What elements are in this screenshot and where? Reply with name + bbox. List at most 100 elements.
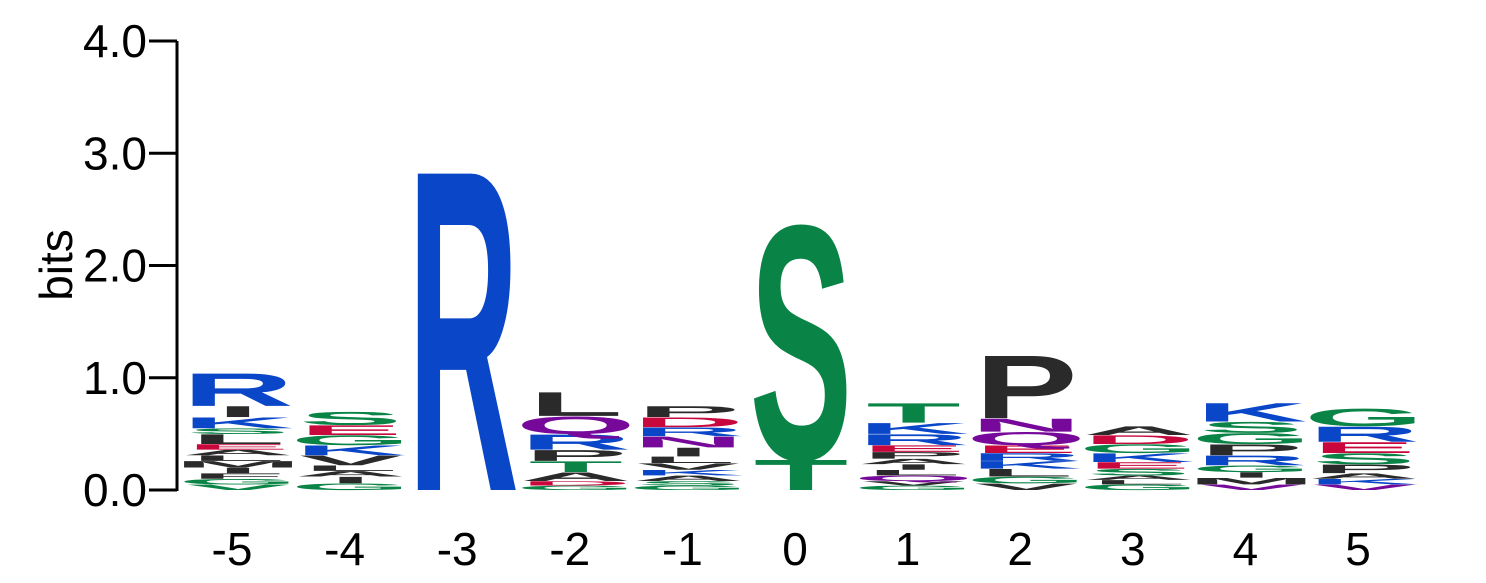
logo-letter: A	[633, 474, 744, 483]
x-tick-label: 0	[782, 523, 808, 575]
logo-letter: V	[1313, 483, 1416, 492]
logo-letter: N	[633, 433, 744, 450]
logo-letter: R	[970, 451, 1081, 463]
logo-letter: F	[191, 472, 285, 481]
x-tick-label: -5	[212, 523, 253, 575]
logo-letter: Q	[966, 428, 1086, 449]
y-tick-label: 4.0	[83, 15, 147, 67]
logo-column: R	[407, 73, 518, 583]
x-tick-label: 5	[1345, 523, 1371, 575]
logo-letter: E	[975, 443, 1078, 455]
logo-letter: I	[217, 466, 260, 475]
logo-letter: S	[299, 408, 402, 429]
logo-letter: I	[892, 463, 935, 472]
logo-letter: V	[975, 482, 1078, 492]
logo-letter: A	[1083, 474, 1194, 481]
logo-letter: R	[1196, 453, 1307, 469]
logo-letter: S	[1200, 419, 1303, 436]
logo-letter: Q	[516, 412, 636, 440]
logo-letter: E	[1313, 439, 1416, 456]
x-tick-label: 4	[1233, 523, 1259, 575]
x-axis-labels: -5 -4 -3 -2 -1 0 1 2 3 4 5	[212, 523, 1371, 575]
logo-letter: A	[1083, 424, 1194, 438]
logo-letter: R	[520, 430, 631, 454]
logo-letter: E	[1087, 460, 1190, 470]
logo-letter: G	[854, 484, 974, 491]
logo-letter: V	[187, 483, 290, 492]
logo-letter: G	[291, 433, 411, 449]
x-tick-label: -2	[549, 523, 590, 575]
logo-letter: G	[966, 475, 1086, 485]
logo-letter: L	[866, 468, 960, 477]
logo-letter: K	[970, 459, 1081, 471]
logo-letter: S	[1087, 467, 1190, 477]
logo-letter: M	[1187, 476, 1316, 486]
y-tick-label: 3.0	[83, 127, 147, 179]
x-tick-label: 1	[895, 523, 921, 575]
logo-letter: Q	[854, 474, 974, 483]
logo-letter: L	[191, 454, 285, 463]
logo-letter: E	[862, 443, 965, 453]
logo-letter: I	[667, 445, 710, 459]
logo-letter: P	[862, 450, 965, 460]
y-tick-label: 0.0	[83, 464, 147, 516]
logo-letter: R	[858, 431, 969, 448]
logo-letter: V	[637, 461, 740, 471]
logo-letter: L	[979, 467, 1073, 479]
logo-letter: T	[866, 398, 960, 429]
logo-letter: R	[633, 425, 744, 439]
logo-letter: A	[520, 470, 631, 484]
logo-letter: E	[187, 443, 290, 452]
logo-letter: K	[633, 468, 744, 477]
x-tick-label: -3	[437, 523, 478, 575]
logo-letter: L	[191, 431, 285, 447]
logo-letter: P	[1313, 462, 1416, 476]
logo-letter: G	[1304, 404, 1424, 432]
logo-letter: K	[1196, 398, 1307, 427]
logo-letter: M	[174, 459, 303, 469]
logo-letter: L	[529, 385, 623, 423]
logo-letter: R	[407, 73, 518, 583]
logo-letter: K	[858, 420, 969, 437]
logo-letter: S	[187, 427, 290, 436]
logo-letter: S	[750, 157, 853, 531]
x-tick-label: -1	[662, 523, 703, 575]
logo-letter: V	[1200, 483, 1303, 492]
x-tick-label: 2	[1007, 523, 1033, 575]
x-tick-label: -4	[324, 523, 365, 575]
logo-letter: G	[178, 477, 298, 486]
logo-letter: N	[970, 415, 1081, 436]
logo-letter: G	[1191, 464, 1311, 474]
logo-letter: G	[516, 484, 636, 491]
logo-letter: P	[524, 447, 627, 464]
logo-letter: K	[1308, 477, 1419, 486]
logo-letter: S	[1313, 450, 1416, 467]
logo-letter: T	[754, 451, 848, 500]
logo-letter: L	[641, 455, 735, 465]
y-axis: 0.0 1.0 2.0 3.0 4.0	[83, 15, 179, 516]
logo-letter: R	[1308, 422, 1419, 446]
x-tick-label: 3	[1120, 523, 1146, 575]
logo-letter: G	[291, 482, 411, 492]
logo-letter: G	[1191, 430, 1311, 447]
logo-letter: V	[862, 480, 965, 487]
logo-letter: E	[299, 422, 402, 438]
logo-letter: G	[1079, 483, 1199, 492]
y-tick-label: 2.0	[83, 240, 147, 292]
logo-letter: A	[1308, 472, 1419, 481]
logo-letter: D	[520, 480, 631, 487]
logo-letter: V	[299, 453, 402, 469]
logo-column: TS	[750, 157, 853, 531]
logo-letter: L	[303, 464, 397, 473]
logo-letter: T	[529, 458, 623, 475]
logo-letter: A	[295, 470, 406, 479]
